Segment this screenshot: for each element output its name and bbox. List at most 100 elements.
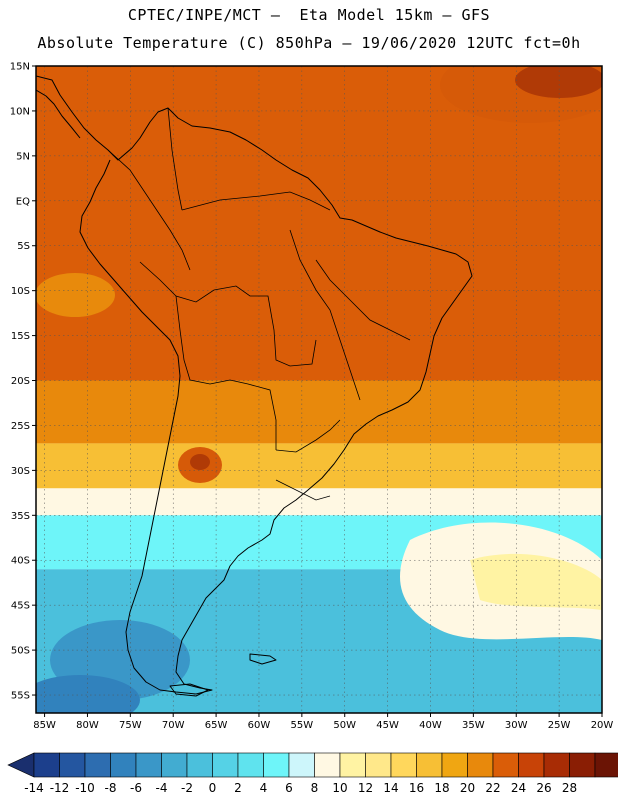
falklands-coastline <box>249 653 277 665</box>
lat-tick-label: 50S <box>11 646 30 657</box>
border-bolivia-paraguay-argentina <box>175 295 277 450</box>
colorbar-label: -4 <box>156 781 168 795</box>
political-borders <box>107 107 411 501</box>
lat-tick-label: EQ <box>16 196 30 207</box>
brazil-state-lines <box>315 259 411 341</box>
lat-tick-label: 45S <box>11 601 30 612</box>
colorbar-label: 2 <box>234 781 242 795</box>
colorbar-label: 20 <box>460 781 475 795</box>
colorbar-cell <box>263 752 290 778</box>
color-bar: -14 -12 -10 -8 -6 -4 -2 0 2 4 6 8 10 12 14 16 18 20 22 24 26… <box>7 752 618 795</box>
colorbar-cell <box>212 752 239 778</box>
lat-tick-label: 10N <box>10 106 30 117</box>
brazil-state-lines-2 <box>289 229 361 401</box>
lat-tick-label: 10S <box>11 286 30 297</box>
colorbar-cell <box>569 752 596 778</box>
colorbar-label: 6 <box>285 781 293 795</box>
lon-tick-label: 45W <box>376 720 399 731</box>
latitude-axis: 15N 10N 5N EQ 5S 10S 15S 20S 25S 30S 35S 40S 45S 50S 5… <box>10 62 36 702</box>
lat-tick-label: 15N <box>10 62 30 73</box>
colorbar-cell <box>594 752 618 778</box>
mild-tongue-atlantic <box>470 553 602 610</box>
colorbar-label: 0 <box>209 781 217 795</box>
colorbar-label: 24 <box>511 781 526 795</box>
south-america-coastline <box>36 75 473 695</box>
hot-patch-argentina <box>190 454 210 470</box>
tierra-del-fuego-coastline <box>169 683 209 697</box>
lon-tick-label: 70W <box>162 720 185 731</box>
lat-tick-label: 15S <box>11 331 30 342</box>
lat-tick-label: 40S <box>11 556 30 567</box>
lon-tick-label: 25W <box>548 720 571 731</box>
colorbar-cell <box>237 752 264 778</box>
temperature-band-1 <box>36 380 602 444</box>
colorbar-cell <box>467 752 494 778</box>
colorbar-label: -6 <box>130 781 142 795</box>
colder-patch-southwest <box>36 675 140 713</box>
colorbar-label: 12 <box>358 781 373 795</box>
colorbar-low-arrow <box>7 752 35 778</box>
colorbar-cell <box>135 752 162 778</box>
colorbar-cell <box>84 752 111 778</box>
colorbar-cell <box>33 752 60 778</box>
lon-tick-label: 30W <box>505 720 528 731</box>
colorbar-label: -14 <box>24 781 44 795</box>
colorbar-cell <box>416 752 443 778</box>
lon-tick-label: 40W <box>419 720 442 731</box>
colorbar-label: 8 <box>311 781 319 795</box>
colorbar-cell <box>518 752 545 778</box>
border-colombia-ecuador-peru <box>107 149 191 271</box>
colorbar-cell <box>543 752 570 778</box>
lat-tick-label: 5S <box>17 241 30 252</box>
colorbar-label: 28 <box>562 781 577 795</box>
border-uruguay <box>275 479 331 501</box>
colorbar-cell <box>288 752 315 778</box>
longitude-axis: 85W 80W 75W 70W 65W 60W 55W 50W 45W 40W 35W 30W 25W 2… <box>33 713 613 731</box>
chart-subtitle: Absolute Temperature (C) 850hPa – 19/06/… <box>37 34 581 52</box>
colorbar-label: -8 <box>105 781 117 795</box>
border-argentina-brazil <box>275 419 341 453</box>
colorbar-cell <box>314 752 341 778</box>
colorbar-cell <box>365 752 392 778</box>
temperature-band-3 <box>36 488 602 516</box>
lat-tick-label: 20S <box>11 376 30 387</box>
colorbar-cell <box>110 752 137 778</box>
temperature-band-2 <box>36 443 602 489</box>
border-colombia-venezuela <box>167 107 183 211</box>
colorbar-cell <box>390 752 417 778</box>
colorbar-label: 16 <box>409 781 424 795</box>
colorbar-cell <box>339 752 366 778</box>
colorbar-label: 4 <box>260 781 268 795</box>
colorbar-cell <box>161 752 188 778</box>
lat-tick-label: 30S <box>11 466 30 477</box>
colorbar-label: -12 <box>50 781 70 795</box>
colorbar-label: 26 <box>536 781 551 795</box>
colorbar-cell <box>59 752 86 778</box>
lat-tick-label: 35S <box>11 511 30 522</box>
coastlines <box>36 75 473 697</box>
colorbar-label: 22 <box>485 781 500 795</box>
colorbar-label: -2 <box>181 781 193 795</box>
warm-patch-pacific <box>36 273 115 317</box>
colorbar-label: -10 <box>75 781 95 795</box>
central-america-coastline <box>36 89 81 139</box>
colorbar-label: 18 <box>434 781 449 795</box>
colorbar-label: 14 <box>383 781 398 795</box>
lat-tick-label: 25S <box>11 421 30 432</box>
temperature-map: 15N 10N 5N EQ 5S 10S 15S 20S 25S 30S 35S 40S 45S 50S 5… <box>10 62 614 732</box>
lon-tick-label: 85W <box>33 720 56 731</box>
lon-tick-label: 75W <box>119 720 142 731</box>
lon-tick-label: 80W <box>76 720 99 731</box>
colorbar-cell <box>441 752 468 778</box>
colorbar-cell <box>492 752 519 778</box>
border-north-brazil <box>181 191 331 211</box>
map-frame <box>35 65 603 714</box>
hot-core-north <box>515 66 602 98</box>
thermal-features <box>36 66 602 713</box>
lat-tick-label: 5N <box>16 151 30 162</box>
chart-title: CPTEC/INPE/MCT – Eta Model 15km – GFS <box>127 6 491 24</box>
lon-tick-label: 55W <box>291 720 314 731</box>
lon-tick-label: 35W <box>462 720 485 731</box>
colorbar-label: 10 <box>332 781 347 795</box>
lon-tick-label: 20W <box>591 720 614 731</box>
